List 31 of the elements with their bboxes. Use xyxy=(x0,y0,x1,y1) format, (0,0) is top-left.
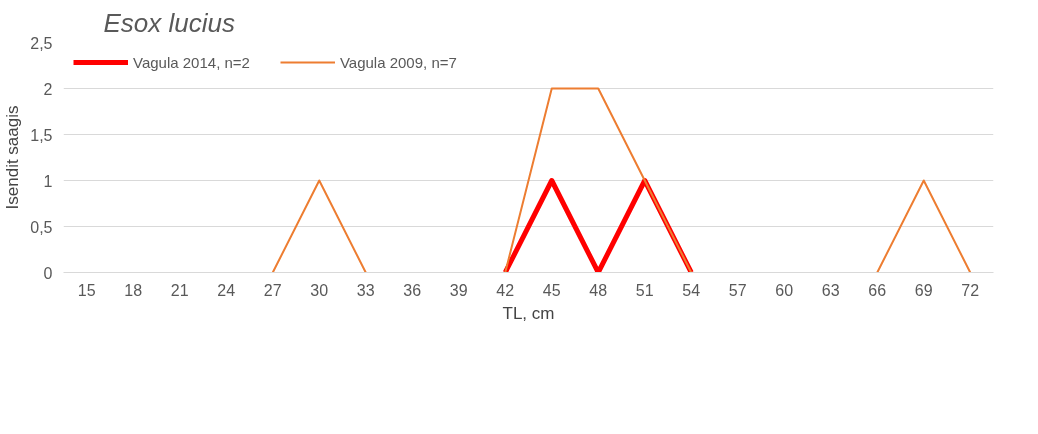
x-tick-label: 51 xyxy=(635,281,654,299)
x-tick-label: 48 xyxy=(589,281,608,299)
x-tick-label: 42 xyxy=(496,281,515,299)
x-tick-label: 30 xyxy=(310,281,329,299)
x-tick-label: 21 xyxy=(170,281,189,299)
x-tick-label: 54 xyxy=(682,281,701,299)
y-axis-title: Isendit saagis xyxy=(3,105,23,210)
x-tick-label: 36 xyxy=(403,281,422,299)
legend-label: Vagula 2014, n=2 xyxy=(133,53,250,71)
y-tick-label: 0,5 xyxy=(30,218,53,236)
x-tick-label: 33 xyxy=(356,281,375,299)
y-tick-label: 2 xyxy=(43,80,53,98)
x-tick-label: 72 xyxy=(961,281,980,299)
x-tick-label: 15 xyxy=(77,281,96,299)
y-tick-label: 0 xyxy=(43,264,53,282)
x-tick-label: 27 xyxy=(263,281,282,299)
x-tick-label: 39 xyxy=(449,281,468,299)
y-tick-label: 1,5 xyxy=(30,126,53,144)
x-tick-label: 18 xyxy=(124,281,143,299)
x-tick-label: 24 xyxy=(217,281,236,299)
x-tick-label: 63 xyxy=(821,281,840,299)
y-tick-label: 1 xyxy=(43,172,53,190)
x-axis-title: TL, cm xyxy=(502,303,555,323)
x-tick-label: 66 xyxy=(868,281,887,299)
y-tick-label: 2,5 xyxy=(30,34,53,52)
x-tick-label: 69 xyxy=(914,281,933,299)
x-tick-label: 45 xyxy=(542,281,561,299)
chart-title: Esox lucius xyxy=(103,7,235,38)
legend-label: Vagula 2009, n=7 xyxy=(339,53,457,71)
x-tick-label: 60 xyxy=(775,281,794,299)
x-tick-label: 57 xyxy=(728,281,747,299)
